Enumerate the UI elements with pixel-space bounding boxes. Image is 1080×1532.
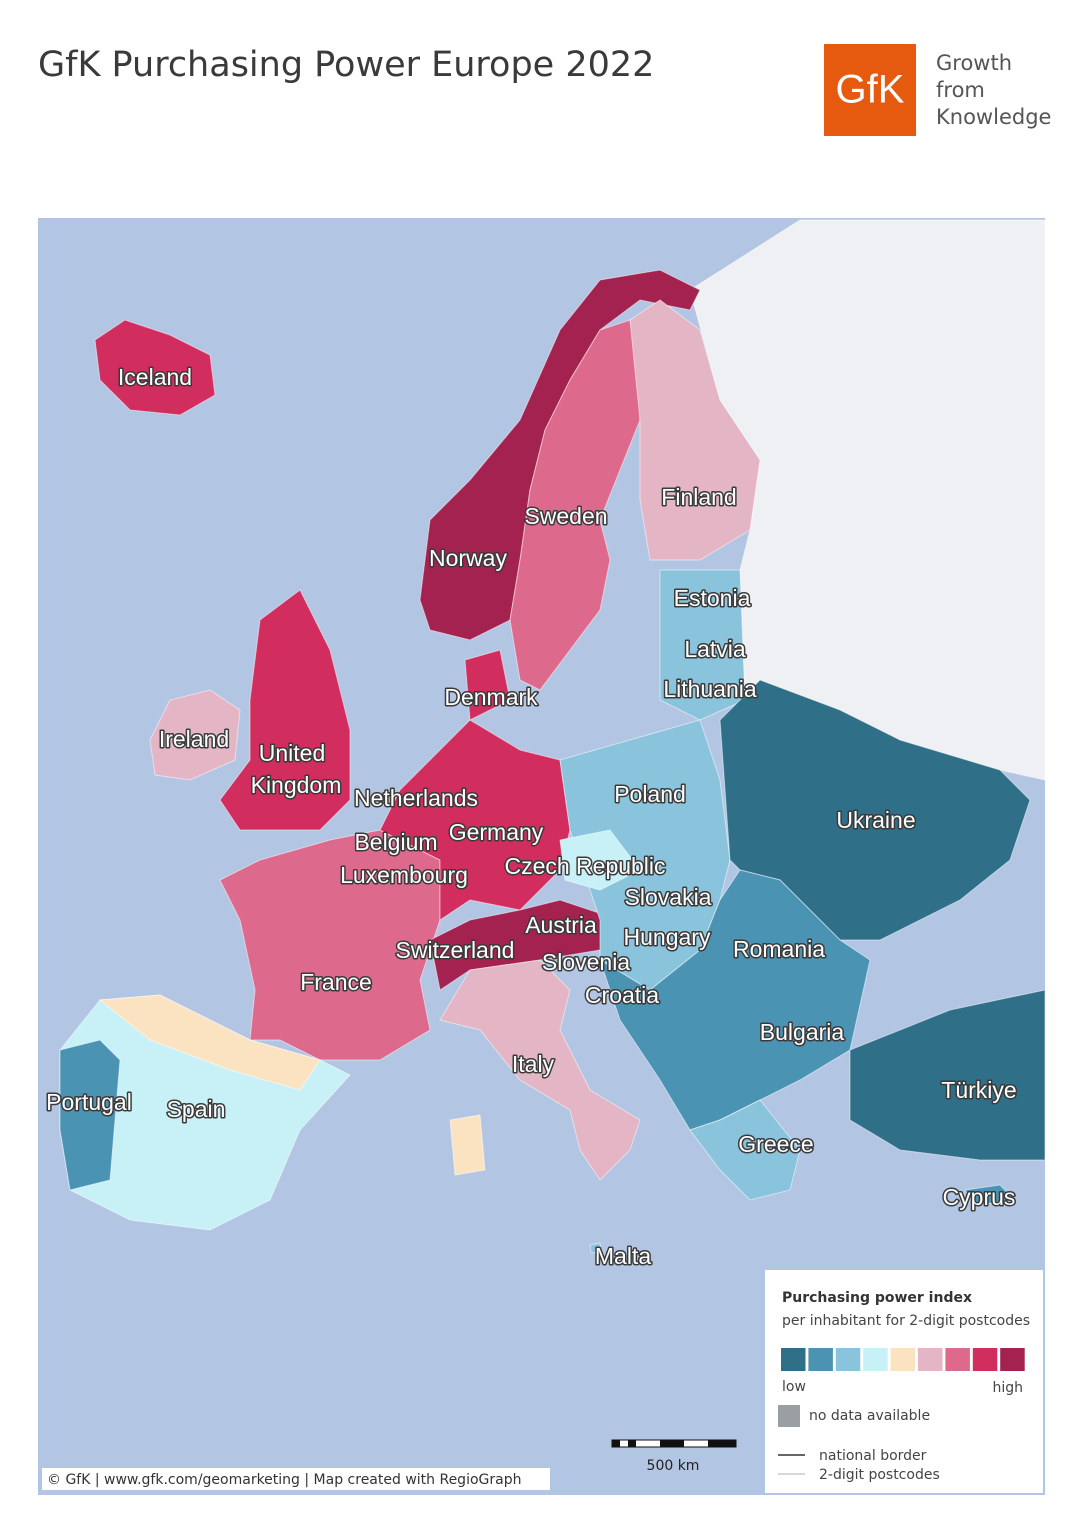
- no-data-swatch: [778, 1405, 800, 1427]
- tagline: Knowledge: [936, 105, 1051, 129]
- country-label: Hungary: [624, 924, 711, 950]
- region: [464, 649, 511, 721]
- country-label: Latvia: [684, 636, 746, 662]
- region: [559, 829, 641, 891]
- scale-label: 500 km: [647, 1458, 700, 1474]
- country-label: Malta: [595, 1243, 651, 1269]
- legend-subtitle: per inhabitant for 2-digit postcodes: [782, 1313, 1030, 1329]
- country-label: Slovakia: [625, 884, 712, 910]
- country-label: Bulgaria: [760, 1019, 845, 1045]
- country-label: Austria: [525, 912, 597, 938]
- country-label: Belgium: [354, 829, 437, 855]
- legend-swatch: [808, 1348, 833, 1371]
- tagline: from: [936, 78, 985, 102]
- region: [439, 959, 641, 1181]
- legend-box: [765, 1270, 1043, 1493]
- region: [98, 994, 321, 1091]
- country-label: Estonia: [674, 585, 751, 611]
- country-label: Denmark: [444, 684, 538, 710]
- region: [689, 1099, 801, 1201]
- region: [219, 589, 351, 831]
- region: [659, 569, 746, 721]
- country-label: Netherlands: [354, 785, 478, 811]
- country-label: Germany: [449, 819, 544, 845]
- region: [94, 319, 216, 416]
- logo-box: [824, 44, 916, 136]
- legend-low: low: [782, 1379, 806, 1395]
- legend-swatch: [781, 1348, 806, 1371]
- region: [589, 1242, 602, 1254]
- legend-swatch: [890, 1348, 916, 1371]
- scale-bar: [628, 1440, 636, 1447]
- region: [59, 1039, 121, 1191]
- tagline: Growth: [936, 51, 1012, 75]
- legend-postcodes: 2-digit postcodes: [819, 1467, 940, 1483]
- country-label: Slovenia: [542, 949, 630, 975]
- title: GfK Purchasing Power Europe 2022: [38, 45, 654, 85]
- country-label: Ukraine: [836, 807, 915, 833]
- legend-swatch: [1000, 1348, 1025, 1371]
- country-label: Cyprus: [943, 1184, 1016, 1210]
- country-label: Finland: [661, 484, 736, 510]
- country-label: Lithuania: [663, 676, 757, 702]
- country-label: Spain: [167, 1096, 226, 1122]
- legend-high: high: [992, 1380, 1023, 1396]
- country-label: Poland: [614, 781, 686, 807]
- country-label: Portugal: [46, 1089, 132, 1115]
- legend-no-data: no data available: [809, 1408, 930, 1424]
- region: [599, 869, 871, 1131]
- scale-bar: [708, 1440, 736, 1447]
- country-label: Iceland: [118, 364, 192, 390]
- logo-text: GfK: [836, 68, 905, 112]
- legend-swatch: [918, 1348, 943, 1371]
- region: [149, 689, 241, 781]
- country-label: United: [259, 740, 325, 766]
- country-label: Luxembourg: [340, 862, 468, 888]
- country-label: Switzerland: [396, 937, 515, 963]
- legend-swatch: [945, 1348, 970, 1371]
- legend-swatch: [863, 1348, 888, 1371]
- credit: © GfK | www.gfk.com/geomarketing | Map c…: [47, 1472, 521, 1488]
- country-label: Greece: [738, 1131, 813, 1157]
- country-label: Kingdom: [251, 772, 342, 798]
- scale-bar: [660, 1440, 684, 1447]
- legend-title: Purchasing power index: [782, 1290, 972, 1306]
- country-label: Sweden: [524, 503, 607, 529]
- legend: Purchasing power index per inhabitant fo…: [778, 1290, 1030, 1483]
- country-label: France: [300, 969, 372, 995]
- country-label: Romania: [733, 936, 825, 962]
- country-label: Ireland: [159, 726, 229, 752]
- map: [59, 219, 1046, 1254]
- region: [219, 829, 441, 1061]
- country-label: Türkiye: [941, 1077, 1016, 1103]
- region: [449, 1114, 486, 1176]
- region: [964, 1184, 1017, 1206]
- country-label: Italy: [512, 1051, 555, 1077]
- region: [849, 989, 1046, 1161]
- country-label: Czech Republic: [504, 853, 665, 879]
- legend-swatch: [972, 1348, 998, 1371]
- country-label: Norway: [429, 545, 507, 571]
- credit-box: [42, 1468, 550, 1490]
- legend-swatch: [835, 1348, 861, 1371]
- scale-bar: [612, 1440, 620, 1447]
- region: [629, 299, 761, 561]
- legend-border: national border: [819, 1448, 927, 1464]
- country-label: Croatia: [585, 982, 659, 1008]
